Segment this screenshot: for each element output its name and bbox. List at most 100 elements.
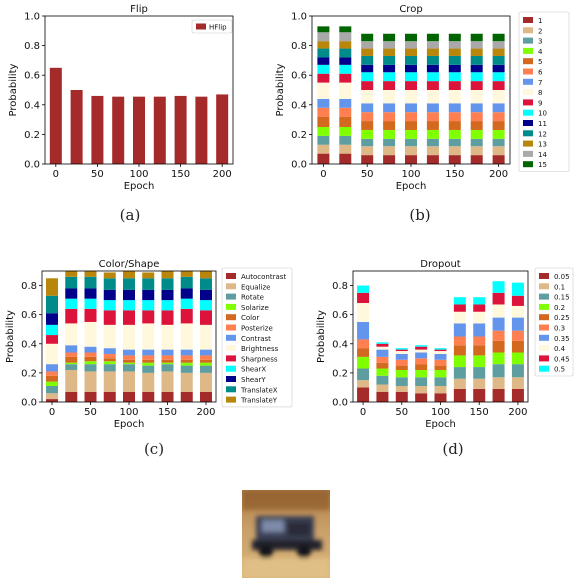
bar-segment — [511, 305, 524, 318]
bar-segment — [103, 361, 116, 365]
bar-segment — [361, 129, 374, 139]
bar-segment — [473, 304, 486, 312]
bar-segment — [357, 321, 370, 340]
y-tick-label: 1.0 — [291, 12, 307, 23]
bar-segment — [339, 153, 352, 164]
bar-segment — [161, 278, 174, 290]
bar-segment — [70, 90, 83, 164]
bar-segment — [65, 364, 78, 370]
bar-segment — [383, 81, 396, 90]
bar-segment — [492, 72, 505, 82]
x-tick-label: 0 — [53, 169, 59, 180]
bar-segment — [84, 288, 97, 299]
bar-segment — [511, 340, 524, 353]
bar-segment — [376, 384, 389, 392]
bar-segment — [123, 362, 135, 365]
bar-segment — [395, 385, 408, 392]
bar-segment — [199, 355, 212, 360]
bar-segment — [199, 391, 212, 402]
bar-segment — [453, 304, 466, 312]
legend-swatch — [523, 140, 533, 147]
bar-segment — [161, 355, 174, 360]
bar-segment — [103, 300, 116, 311]
bar-segment — [426, 55, 439, 65]
x-axis-label: Epoch — [396, 181, 427, 192]
bar-segment — [91, 95, 104, 164]
bar-segment — [46, 393, 59, 400]
bar-segment — [317, 116, 330, 127]
bar-segment — [383, 55, 396, 65]
bar-segment — [199, 310, 212, 325]
bar-segment — [511, 330, 524, 341]
bar-segment — [357, 303, 370, 322]
legend-swatch — [539, 345, 549, 352]
bar-segment — [426, 146, 439, 156]
bar-segment — [361, 33, 374, 42]
legend-swatch — [226, 293, 236, 300]
bar-segment — [448, 55, 461, 65]
bar-segment — [415, 349, 428, 353]
bar-segment — [142, 310, 155, 324]
bar-segment — [426, 33, 439, 42]
bar-segment — [123, 289, 135, 301]
bar-segment — [180, 372, 193, 392]
bar-segment — [470, 155, 483, 164]
bar-segment — [161, 300, 174, 311]
y-tick-label: 0.2 — [291, 130, 307, 141]
panel-crop: Crop 0 50 100 150 200 0.0 0.2 0.4 0.6 0.8 1.0 Epoch P… — [275, 4, 570, 192]
legend-swatch — [226, 386, 236, 393]
bar-segment — [317, 98, 330, 108]
bar-segment — [123, 355, 135, 360]
bar-segment — [142, 300, 155, 311]
legend-entry: ShearX — [241, 366, 266, 374]
legend-swatch — [523, 150, 533, 157]
chart-title: Dropout — [420, 259, 461, 270]
chart-title: Color/Shape — [99, 259, 160, 270]
sample-image-thumbnail — [242, 490, 330, 578]
bar-segment — [426, 121, 439, 130]
legend-entry: 1 — [538, 17, 542, 25]
bar-segment — [426, 103, 439, 113]
bar-segment — [453, 311, 466, 324]
bar-segment — [426, 41, 439, 49]
bar-segment — [361, 90, 374, 104]
bar-segment — [470, 48, 483, 56]
bar-segment — [448, 72, 461, 82]
bar-segment — [317, 144, 330, 154]
x-tick-label: 50 — [395, 407, 408, 418]
bar-segment — [339, 64, 352, 74]
bar-segment — [415, 358, 428, 365]
bar-segment — [123, 391, 135, 402]
x-axis-label: Epoch — [124, 181, 155, 192]
bar-segment — [405, 48, 417, 56]
bar-segment — [199, 365, 212, 373]
bar-segment — [103, 289, 116, 301]
bar-segment — [84, 391, 97, 402]
bar-segment — [199, 278, 212, 290]
bar-segment — [383, 146, 396, 156]
bar-segment — [395, 353, 408, 360]
bar-segment — [84, 356, 97, 362]
bar-segment — [383, 112, 396, 122]
y-tick-label: 0.2 — [24, 130, 40, 141]
legend-swatch — [539, 334, 549, 341]
bar-segment — [492, 340, 505, 353]
bar-segment — [426, 155, 439, 164]
bar-segment — [65, 323, 78, 346]
bar-segment — [376, 391, 389, 402]
bar-segment — [65, 298, 78, 309]
bar-segment — [453, 388, 466, 402]
bar-segment — [361, 138, 374, 147]
bar-segment — [317, 41, 330, 49]
bar-segment — [405, 33, 417, 42]
x-tick-label: 50 — [91, 169, 104, 180]
bar-segment — [142, 372, 155, 392]
bar-segment — [339, 107, 352, 117]
legend-entry: 3 — [538, 38, 542, 46]
legend-entry: 9 — [538, 99, 542, 107]
bar-segment — [357, 348, 370, 357]
bar-segment — [161, 364, 174, 372]
legend-swatch — [523, 68, 533, 75]
bar-segment — [405, 129, 417, 139]
x-tick-label: 200 — [196, 407, 215, 418]
